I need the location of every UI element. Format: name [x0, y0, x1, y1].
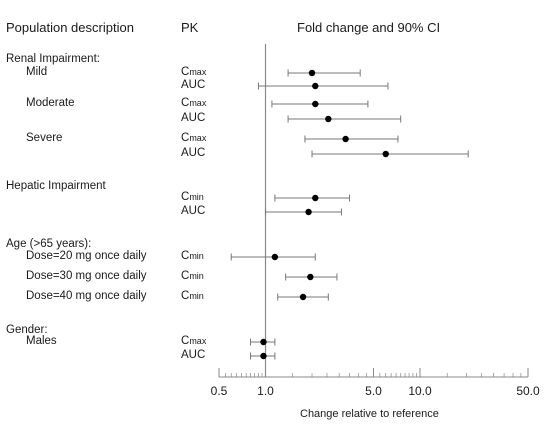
row-label: Age (>65 years):: [6, 238, 92, 250]
pk-label-sub: min: [189, 271, 204, 281]
pk-label: Cmin: [181, 270, 204, 283]
point-estimate: [305, 208, 312, 216]
point-estimate: [312, 194, 319, 202]
point-estimate: [307, 273, 314, 281]
point-estimate: [342, 135, 349, 143]
pk-label-main: AUC: [181, 349, 206, 361]
header-pk: PK: [181, 20, 199, 35]
pk-label: AUC: [181, 349, 205, 362]
row-label: Mild: [26, 66, 48, 78]
row-label: Gender:: [6, 324, 48, 336]
pk-label-main: AUC: [181, 112, 206, 124]
row-label: Dose=20 mg once daily: [26, 250, 147, 262]
row-label: Severe: [26, 132, 63, 144]
pk-label: Cmin: [181, 290, 204, 303]
x-tick-label: 5.0: [365, 384, 382, 398]
point-estimate: [271, 253, 279, 261]
row-label: Renal Impairment:: [6, 53, 100, 65]
pk-label-sub: min: [189, 192, 204, 202]
pk-label: AUC: [181, 112, 205, 125]
pk-label-main: C: [181, 191, 190, 203]
x-tick-label: 0.5: [211, 384, 228, 398]
pk-label-main: AUC: [181, 147, 206, 159]
pk-label-sub: max: [189, 98, 207, 108]
point-estimate: [260, 338, 267, 346]
pk-label-main: C: [181, 250, 190, 262]
pk-label-sub: min: [189, 251, 204, 261]
row-label: Dose=40 mg once daily: [26, 290, 147, 302]
pk-label-main: C: [181, 97, 190, 109]
pk-label-main: C: [181, 335, 190, 347]
x-axis-label: Change relative to reference: [300, 408, 439, 420]
pk-label: AUC: [181, 147, 205, 160]
pk-label: Cmin: [181, 250, 204, 263]
point-estimate: [299, 293, 307, 301]
pk-label: Cmin: [181, 191, 204, 204]
pk-label-main: C: [181, 132, 190, 144]
pk-label-main: C: [181, 290, 190, 302]
row-label: Dose=30 mg once daily: [26, 270, 147, 282]
pk-label: AUC: [181, 205, 205, 218]
row-label: Moderate: [26, 97, 75, 109]
x-tick-label: 50.0: [516, 384, 540, 398]
header-population: Population description: [6, 20, 134, 35]
point-estimate: [312, 100, 319, 108]
point-estimate: [260, 352, 267, 360]
point-estimate: [308, 69, 316, 77]
point-estimate: [382, 150, 389, 158]
pk-label-sub: max: [189, 336, 207, 346]
pk-label: AUC: [181, 79, 205, 92]
row-label: Males: [26, 335, 57, 347]
pk-label-main: AUC: [181, 79, 206, 91]
pk-label: Cmax: [181, 335, 206, 348]
pk-label-sub: max: [189, 133, 207, 143]
pk-label-sub: max: [189, 67, 207, 77]
pk-label-main: AUC: [181, 205, 206, 217]
pk-label-main: C: [181, 66, 190, 78]
point-estimate: [325, 115, 332, 123]
x-tick-label: 10.0: [408, 384, 432, 398]
x-tick-label: 1.0: [257, 384, 274, 398]
pk-label: Cmax: [181, 132, 206, 145]
row-label: Hepatic Impairment: [6, 180, 106, 192]
pk-label-main: C: [181, 270, 190, 282]
chart-title: Fold change and 90% CI: [297, 20, 441, 35]
pk-label: Cmax: [181, 97, 206, 110]
pk-label: Cmax: [181, 66, 206, 79]
point-estimate: [312, 82, 319, 90]
pk-label-sub: min: [189, 291, 204, 301]
